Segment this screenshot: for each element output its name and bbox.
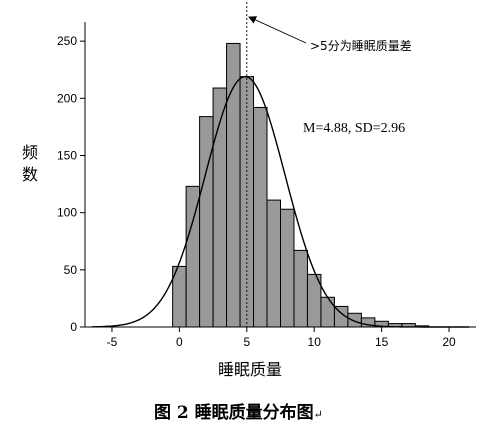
histogram-bar-6	[253, 106, 268, 328]
histogram-bar-1	[185, 185, 201, 328]
stats-label: M=4.88, SD=2.96	[303, 121, 405, 136]
histogram-bar-13	[347, 312, 362, 328]
y-tick-label: 0	[70, 320, 77, 334]
caption-return-mark: ↵	[314, 408, 323, 421]
y-tick-label: 50	[64, 263, 78, 277]
y-tick-label: 100	[57, 206, 77, 220]
caption-text: 图 2 睡眠质量分布图	[154, 402, 314, 423]
threshold-annotation-arrow	[248, 16, 307, 44]
histogram-bar-2	[199, 116, 214, 328]
histogram-bars	[172, 42, 430, 328]
y-tick-label: 200	[57, 91, 77, 105]
histogram-bar-8	[280, 208, 295, 328]
x-tick-label: 0	[176, 335, 183, 349]
figure-caption: 图 2 睡眠质量分布图↵	[154, 402, 323, 423]
x-tick-label: 20	[442, 335, 456, 349]
threshold-annotation-label: >5分为睡眠质量差	[310, 39, 412, 53]
y-axis-label-char-1: 频	[22, 143, 38, 162]
x-tick-label: 15	[375, 335, 389, 349]
x-tick-label: -5	[107, 335, 118, 349]
x-tick-label: 5	[243, 335, 250, 349]
y-tick-label: 250	[57, 34, 77, 48]
y-tick-label: 150	[57, 148, 77, 162]
histogram-bar-7	[266, 199, 282, 328]
tick-labels: 0 50 100 150 200 250 -5 0 5 10 15 20	[57, 34, 456, 349]
histogram-bar-9	[293, 249, 308, 328]
x-axis-label: 睡眠质量	[218, 360, 282, 379]
y-axis-label-char-2: 数	[22, 165, 38, 184]
histogram-bar-4	[226, 42, 241, 328]
axes	[80, 22, 476, 332]
histogram-bar-11	[320, 296, 335, 328]
x-tick-label: 10	[308, 335, 322, 349]
